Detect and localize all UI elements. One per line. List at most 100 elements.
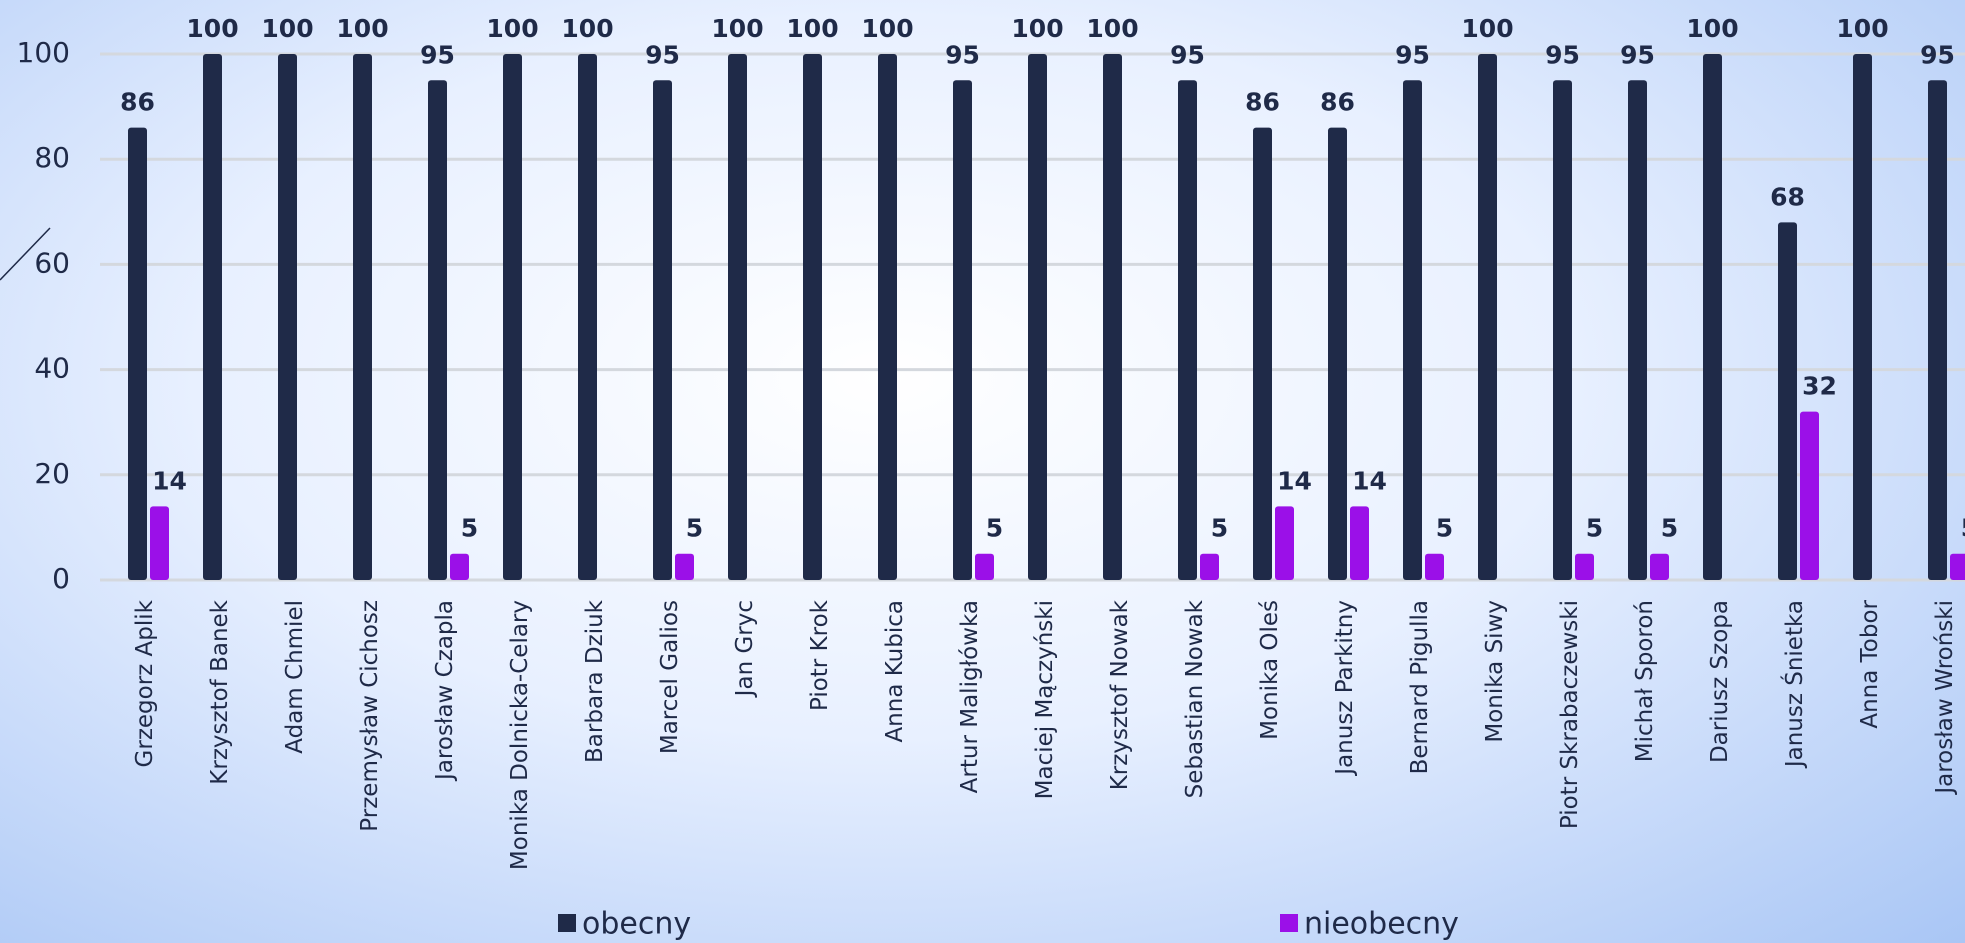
- value-label: 5: [1436, 514, 1453, 543]
- x-tick-label: Adam Chmiel: [282, 600, 308, 754]
- bar: [1200, 553, 1219, 580]
- value-label: 100: [186, 14, 238, 43]
- x-tick-label: Monika Dolnicka-Celary: [507, 600, 533, 870]
- value-label: 14: [152, 466, 187, 495]
- bar: [578, 54, 597, 580]
- bar: [278, 54, 297, 580]
- legend-label: nieobecny: [1304, 907, 1459, 942]
- y-tick-label: 20: [34, 457, 70, 490]
- bar: [1328, 127, 1347, 580]
- value-label: 100: [1461, 14, 1513, 43]
- bar: [953, 80, 972, 581]
- value-label: 14: [1277, 466, 1312, 495]
- value-label: 100: [561, 14, 613, 43]
- value-label: 14: [1352, 466, 1387, 495]
- value-label: 100: [1836, 14, 1888, 43]
- x-tick-label: Grzegorz Aplik: [132, 599, 158, 767]
- value-label: 100: [1086, 14, 1138, 43]
- bar: [1103, 54, 1122, 580]
- y-tick-label: 0: [52, 562, 70, 595]
- value-label: 5: [461, 514, 478, 543]
- bar: [203, 54, 222, 580]
- value-label: 5: [686, 514, 703, 543]
- value-label: 86: [1245, 88, 1280, 117]
- value-label: 68: [1770, 182, 1805, 211]
- bar: [1853, 54, 1872, 580]
- value-label: 100: [1011, 14, 1063, 43]
- y-tick-label: 80: [34, 141, 70, 174]
- bar: [1425, 553, 1444, 580]
- value-label: 95: [1620, 40, 1655, 69]
- bar: [1800, 411, 1819, 580]
- x-tick-label: Jarosław Wroński: [1932, 600, 1958, 796]
- bar: [1178, 80, 1197, 581]
- bar: [428, 80, 447, 581]
- bar: [1275, 506, 1294, 580]
- value-label: 5: [986, 514, 1003, 543]
- x-tick-label: Dariusz Szopa: [1707, 600, 1733, 763]
- value-label: 95: [1545, 40, 1580, 69]
- x-tick-label: Jarosław Czapla: [432, 600, 458, 782]
- value-label: 100: [861, 14, 913, 43]
- bar: [150, 506, 169, 580]
- value-label: 95: [645, 40, 680, 69]
- bar: [1650, 553, 1669, 580]
- bar: [653, 80, 672, 581]
- x-tick-label: Janusz Parkitny: [1332, 600, 1358, 777]
- value-label: 100: [336, 14, 388, 43]
- x-tick-label: Bernard Pigulla: [1407, 600, 1433, 774]
- value-label: 95: [945, 40, 980, 69]
- value-label: 5: [1661, 514, 1678, 543]
- bar: [1350, 506, 1369, 580]
- decoration: [0, 227, 51, 281]
- x-tick-label: Anna Tobor: [1857, 599, 1883, 728]
- x-tick-label: Piotr Krok: [807, 599, 833, 711]
- value-label: 100: [261, 14, 313, 43]
- value-label: 86: [1320, 88, 1355, 117]
- bar: [1778, 222, 1797, 580]
- legend-label: obecny: [582, 907, 691, 942]
- bar: [1028, 54, 1047, 580]
- x-tick-label: Przemysław Cichosz: [357, 600, 383, 832]
- value-label: 5: [1211, 514, 1228, 543]
- x-tick-label: Artur Maligłówka: [957, 600, 983, 793]
- bar: [1403, 80, 1422, 581]
- value-label: 100: [786, 14, 838, 43]
- bar: [1928, 80, 1947, 581]
- x-tick-label: Maciej Mączyński: [1032, 600, 1058, 799]
- value-label: 95: [1170, 40, 1205, 69]
- bar: [1950, 553, 1965, 580]
- bar: [878, 54, 897, 580]
- bar: [975, 553, 994, 580]
- x-tick-label: Barbara Dziuk: [582, 599, 608, 763]
- y-tick-label: 60: [34, 246, 70, 279]
- value-label: 95: [1395, 40, 1430, 69]
- bar: [728, 54, 747, 580]
- value-label: 95: [420, 40, 455, 69]
- value-label: 100: [486, 14, 538, 43]
- x-tick-label: Anna Kubica: [882, 600, 908, 743]
- bar: [1478, 54, 1497, 580]
- value-label: 95: [1920, 40, 1955, 69]
- value-label: 32: [1802, 372, 1837, 401]
- value-label: 5: [1586, 514, 1603, 543]
- x-tick-label: Piotr Skrabaczewski: [1557, 600, 1583, 829]
- value-label: 100: [711, 14, 763, 43]
- bar: [675, 553, 694, 580]
- legend-swatch: [558, 914, 576, 932]
- bar: [1253, 127, 1272, 580]
- legend-swatch: [1280, 914, 1298, 932]
- bar: [1553, 80, 1572, 581]
- bar: [503, 54, 522, 580]
- x-tick-label: Sebastian Nowak: [1182, 599, 1208, 798]
- bar: [1628, 80, 1647, 581]
- y-tick-label: 100: [17, 36, 70, 69]
- x-tick-label: Krzysztof Banek: [207, 599, 233, 784]
- x-tick-label: Krzysztof Nowak: [1107, 599, 1133, 790]
- x-tick-label: Monika Siwy: [1482, 600, 1508, 743]
- value-label: 86: [120, 88, 155, 117]
- value-label: 5: [1961, 514, 1965, 543]
- x-tick-label: Jan Gryc: [732, 600, 758, 698]
- bar: [128, 127, 147, 580]
